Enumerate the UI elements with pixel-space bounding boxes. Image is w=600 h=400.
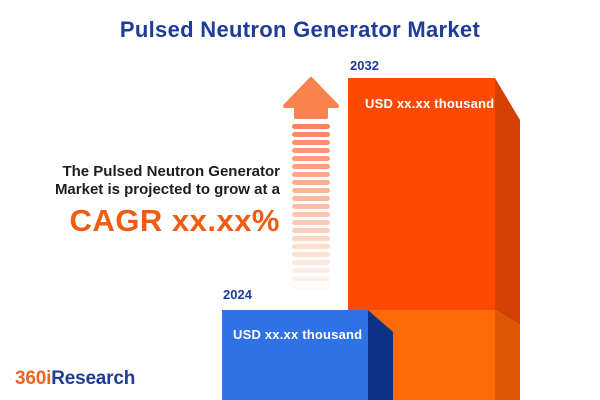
bar-2032-side-top xyxy=(495,78,520,325)
brand-logo: 360iResearch xyxy=(15,368,135,390)
arrow-stripe xyxy=(292,140,330,145)
arrow-stripe xyxy=(292,268,330,273)
growth-description: The Pulsed Neutron Generator Market is p… xyxy=(35,163,280,199)
bar-2032-side xyxy=(495,78,520,400)
arrow-stripe xyxy=(292,276,330,281)
bar-2032-front-top xyxy=(348,78,495,310)
description-line-2: Market is projected to grow at a xyxy=(54,181,280,198)
bar-2024-value-label: USD xx.xx thousand xyxy=(233,327,363,342)
arrow-stripe xyxy=(292,220,330,225)
arrow-stripe xyxy=(292,236,330,241)
cagr-text: CAGR xx.xx% xyxy=(69,203,280,238)
arrow-stripe xyxy=(292,124,330,129)
arrow-up-icon xyxy=(283,77,339,119)
arrow-stripe xyxy=(292,148,330,153)
arrow-stripe xyxy=(292,260,330,265)
growth-arrow xyxy=(283,76,339,292)
arrow-stripe xyxy=(292,228,330,233)
arrow-stripe xyxy=(292,180,330,185)
arrow-stripe xyxy=(292,196,330,201)
logo-prefix: 360i xyxy=(15,368,52,389)
arrow-stripe xyxy=(292,284,330,289)
description-line-1: The Pulsed Neutron Generator xyxy=(62,163,280,180)
arrow-stripe xyxy=(292,156,330,161)
arrow-stripe xyxy=(292,132,330,137)
bar-2024-side xyxy=(368,310,393,400)
arrow-stripe xyxy=(292,188,330,193)
bar-2032-value-label: USD xx.xx thousand xyxy=(365,96,495,111)
arrow-stripe xyxy=(292,204,330,209)
bar-2024-year-label: 2024 xyxy=(223,287,252,302)
arrow-stripe xyxy=(292,164,330,169)
bar-2024-side-face xyxy=(368,310,393,400)
bar-2032-side-bottom xyxy=(495,310,520,400)
arrow-stripes xyxy=(292,124,330,292)
logo-suffix: Research xyxy=(51,368,136,389)
page-title: Pulsed Neutron Generator Market xyxy=(119,17,481,42)
arrow-stripe xyxy=(292,244,330,249)
arrow-stripe xyxy=(292,252,330,257)
arrow-stripe xyxy=(292,212,330,217)
bar-2024-front xyxy=(222,310,368,400)
arrow-stripe xyxy=(292,172,330,177)
arrow-head-shape xyxy=(283,77,339,119)
bar-2032-year-label: 2032 xyxy=(350,58,379,73)
